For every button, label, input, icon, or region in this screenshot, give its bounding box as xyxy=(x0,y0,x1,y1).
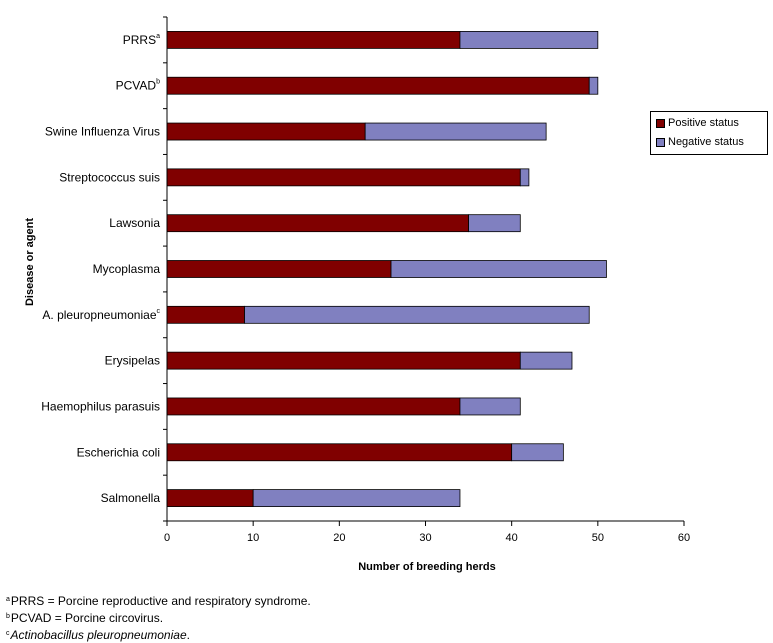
footnote-b: bPCVAD = Porcine circovirus. xyxy=(6,609,311,626)
stacked-bar-chart: PRRSa PCVADb Swine Influenza Virus Streptoc… xyxy=(24,16,690,573)
category-label: PRRSa xyxy=(123,33,160,47)
bar-positive xyxy=(166,214,469,233)
category-label: Streptococcus suis xyxy=(59,170,160,184)
bar-negative xyxy=(519,351,573,370)
bar-positive xyxy=(166,122,366,141)
footnote-c: cActinobacillus pleuropneumoniae. xyxy=(6,626,311,643)
bar-positive xyxy=(166,168,521,187)
footnote-text: PCVAD = Porcine circovirus. xyxy=(10,611,164,625)
legend-swatch-positive xyxy=(656,118,665,128)
footnote-italic-text: Actinobacillus pleuropneumoniae xyxy=(10,628,187,642)
category-label: Escherichia coli xyxy=(77,445,160,459)
bar-positive xyxy=(166,76,590,95)
category-label: PCVADb xyxy=(116,79,160,93)
bar-negative xyxy=(252,489,461,507)
footnote-mark: b xyxy=(6,613,10,620)
x-axis-title: Number of breeding herds xyxy=(358,561,496,573)
bar-positive xyxy=(166,351,521,370)
legend-item-positive: Positive status xyxy=(656,117,739,129)
bar-negative xyxy=(459,397,521,416)
bar-negative xyxy=(511,443,564,462)
bar-positive xyxy=(166,489,254,507)
category-label: Haemophilus parasuis xyxy=(41,399,160,413)
footnote-mark: c xyxy=(6,630,10,637)
footnote-text: PRRS = Porcine reproductive and respirat… xyxy=(10,594,311,608)
category-label: Salmonella xyxy=(101,491,161,505)
bar-negative xyxy=(390,260,607,278)
bar-negative xyxy=(468,214,521,233)
legend-item-negative: Negative status xyxy=(656,136,744,148)
bar-positive xyxy=(166,397,461,416)
bar-positive xyxy=(166,305,245,324)
x-tick-label: 30 xyxy=(419,532,431,544)
x-tick-label: 20 xyxy=(333,532,345,544)
bar-positive xyxy=(166,260,392,278)
category-label: A. pleuropneumoniaec xyxy=(42,308,160,322)
chart-legend: Positive status Negative status xyxy=(650,111,768,155)
category-label: Erysipelas xyxy=(105,354,160,368)
axes-group: 0 10 20 30 40 50 60 xyxy=(163,16,690,544)
bar-positive xyxy=(166,31,461,49)
legend-swatch-negative xyxy=(656,137,665,147)
legend-label-positive: Positive status xyxy=(668,117,739,129)
footnote-text: . xyxy=(186,628,190,642)
x-tick-label: 60 xyxy=(678,532,690,544)
bar-negative xyxy=(244,305,590,324)
bar-negative xyxy=(364,122,547,141)
bars-group xyxy=(166,31,607,507)
category-label: Mycoplasma xyxy=(93,262,161,276)
x-tick-label: 10 xyxy=(247,532,259,544)
x-tick-label: 0 xyxy=(164,532,170,544)
y-axis-title: Disease or agent xyxy=(24,218,36,306)
bar-negative xyxy=(519,168,530,187)
footnotes: aPRRS = Porcine reproductive and respira… xyxy=(6,592,311,643)
bar-negative xyxy=(459,31,599,49)
legend-label-negative: Negative status xyxy=(668,136,744,148)
footnote-mark: a xyxy=(6,596,10,603)
category-labels: PRRSa PCVADb Swine Influenza Virus Streptoc… xyxy=(41,33,160,505)
x-tick-label: 40 xyxy=(506,532,518,544)
category-label: Swine Influenza Virus xyxy=(45,125,160,139)
footnote-a: aPRRS = Porcine reproductive and respira… xyxy=(6,592,311,609)
bar-positive xyxy=(166,443,513,462)
x-tick-label: 50 xyxy=(592,532,604,544)
bar-negative xyxy=(588,76,599,95)
category-label: Lawsonia xyxy=(109,216,160,230)
